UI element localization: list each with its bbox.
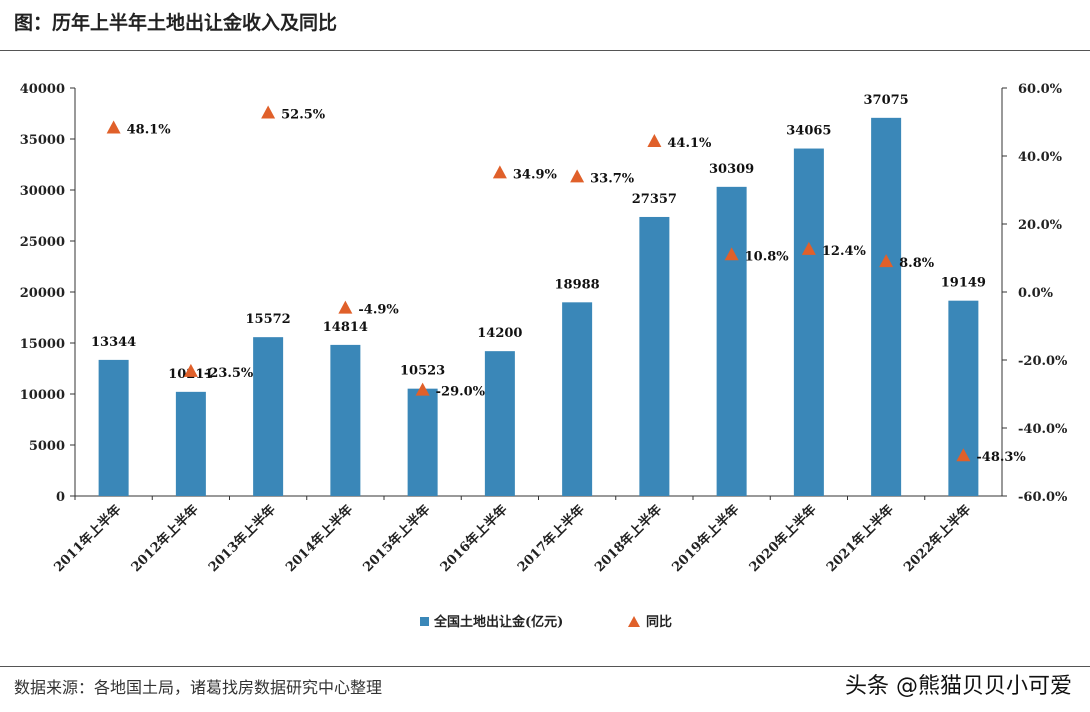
x-tick-label: 2015年上半年 [360, 502, 434, 576]
yoy-marker [570, 169, 585, 183]
yoy-marker [492, 165, 507, 179]
bar-value-label: 30309 [709, 162, 754, 177]
x-tick-label: 2011年上半年 [51, 502, 125, 576]
x-tick-label: 2016年上半年 [437, 502, 511, 576]
y-left-tick-label: 5000 [29, 439, 65, 454]
y-right-tick-label: 60.0% [1018, 82, 1063, 97]
bar-value-label: 27357 [632, 192, 677, 207]
yoy-value-label: 48.1% [127, 122, 172, 137]
y-right-tick-label: -60.0% [1018, 490, 1068, 505]
yoy-value-label: 44.1% [667, 136, 712, 151]
y-right-tick-label: 0.0% [1018, 286, 1054, 301]
yoy-value-label: -4.9% [358, 303, 399, 318]
yoy-value-label: 34.9% [513, 167, 558, 182]
y-right-tick-label: 20.0% [1018, 218, 1063, 233]
y-left-tick-label: 0 [56, 490, 65, 505]
bar [948, 300, 979, 496]
y-left-tick-label: 35000 [20, 133, 65, 148]
bar-value-label: 14814 [323, 320, 368, 335]
yoy-marker [261, 105, 276, 119]
yoy-marker [956, 448, 971, 462]
yoy-marker [106, 120, 121, 134]
legend-marker-swatch [628, 616, 640, 627]
bar [330, 344, 361, 496]
bar [793, 148, 824, 497]
bar-value-label: 10523 [400, 364, 445, 379]
y-right-tick-label: -20.0% [1018, 354, 1068, 369]
yoy-value-label: 33.7% [590, 171, 635, 186]
x-tick-label: 2022年上半年 [901, 502, 975, 576]
bar [639, 216, 670, 496]
bar-scatter-chart: 0 5000 10000 15000 20000 25000 30000 35000 40000… [20, 82, 1068, 630]
source-note: 数据来源：各地国土局，诸葛找房数据研究中心整理 [14, 678, 383, 697]
yoy-marker [647, 134, 662, 148]
top-divider [0, 50, 1090, 51]
bar [253, 337, 284, 496]
y-left-tick-label: 30000 [20, 184, 65, 199]
yoy-value-label: 10.8% [745, 249, 790, 264]
y-right-tick-label: -40.0% [1018, 422, 1068, 437]
bar [407, 388, 438, 496]
bar [484, 351, 515, 496]
yoy-value-label: -48.3% [976, 450, 1026, 465]
bar [175, 391, 206, 496]
legend-bar-label: 全国土地出让金(亿元) [433, 614, 563, 630]
bar-value-label: 18988 [555, 277, 600, 292]
bar-value-label: 34065 [786, 124, 831, 139]
bar [871, 117, 902, 497]
yoy-value-label: 8.8% [899, 256, 935, 271]
y-left-tick-label: 10000 [20, 388, 65, 403]
yoy-value-label: 12.4% [822, 244, 867, 259]
chart-title: 图：历年上半年土地出让金收入及同比 [14, 12, 338, 34]
yoy-value-label: -23.5% [204, 366, 254, 381]
yoy-marker [338, 300, 353, 314]
yoy-marker [879, 254, 894, 268]
x-tick-label: 2020年上半年 [746, 502, 820, 576]
watermark: 头条 @熊猫贝贝小可爱 [845, 674, 1072, 699]
legend-marker-label: 同比 [646, 614, 672, 630]
bar [98, 359, 129, 496]
bar-value-label: 19149 [941, 276, 986, 291]
yoy-marker [415, 382, 430, 396]
x-tick-label: 2018年上半年 [592, 502, 666, 576]
legend-bar-swatch [420, 617, 429, 626]
bar [716, 186, 747, 496]
bar-value-label: 13344 [91, 335, 136, 350]
yoy-marker [724, 247, 739, 261]
bar-value-label: 14200 [477, 326, 522, 341]
yoy-value-label: 52.5% [281, 108, 326, 123]
yoy-marker [801, 241, 816, 255]
x-tick-label: 2014年上半年 [283, 502, 357, 576]
x-tick-label: 2013年上半年 [205, 502, 279, 576]
y-left-tick-label: 40000 [20, 82, 65, 97]
bar-value-label: 37075 [864, 93, 909, 108]
x-tick-label: 2017年上半年 [514, 502, 588, 576]
bottom-divider [0, 666, 1090, 667]
x-tick-label: 2019年上半年 [669, 502, 743, 576]
y-left-tick-label: 15000 [20, 337, 65, 352]
yoy-marker [183, 363, 198, 377]
bar-value-label: 15572 [246, 312, 291, 327]
x-tick-label: 2021年上半年 [823, 502, 897, 576]
y-left-tick-label: 20000 [20, 286, 65, 301]
y-right-tick-label: 40.0% [1018, 150, 1063, 165]
yoy-value-label: -29.0% [436, 385, 486, 400]
x-tick-label: 2012年上半年 [128, 502, 202, 576]
y-left-tick-label: 25000 [20, 235, 65, 250]
bar [562, 302, 593, 496]
